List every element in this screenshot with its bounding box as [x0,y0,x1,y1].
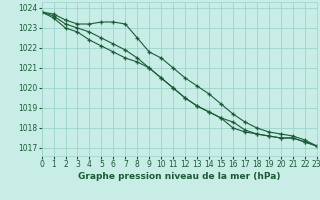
X-axis label: Graphe pression niveau de la mer (hPa): Graphe pression niveau de la mer (hPa) [78,172,280,181]
